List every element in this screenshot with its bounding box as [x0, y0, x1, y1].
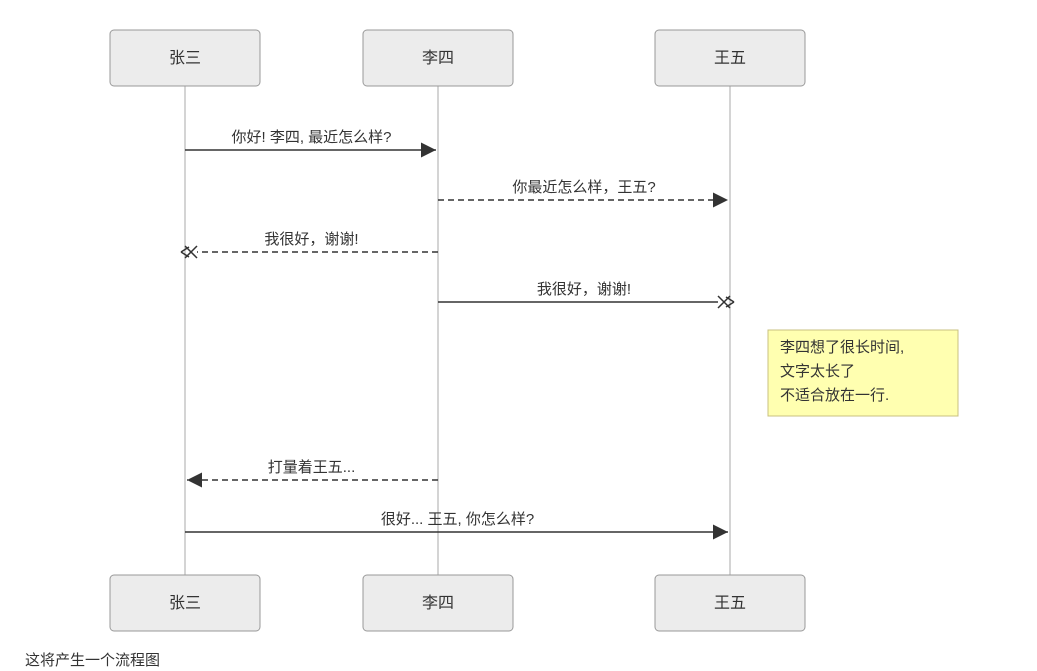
actor-label-zhangsan-bottom: 张三	[169, 594, 201, 612]
message-4: 打量着王五...	[187, 459, 438, 480]
note-0: 李四想了很长时间, 文字太长了不适合放在一行.	[768, 330, 958, 416]
message-text-0: 你好! 李四, 最近怎么样?	[231, 129, 391, 146]
message-2: 我很好，谢谢!	[181, 231, 438, 258]
message-text-5: 很好... 王五, 你怎么样?	[381, 511, 534, 528]
actor-label-wangwu-top: 王五	[714, 50, 746, 67]
actor-label-lisi-top: 李四	[422, 49, 454, 67]
note-line-0-1: 文字太长了	[780, 363, 855, 380]
note-line-0-0: 李四想了很长时间,	[780, 339, 904, 356]
caption: 这将产生一个流程图	[25, 652, 160, 669]
note-line-0-2: 不适合放在一行.	[780, 387, 889, 404]
sequence-diagram: 张三李四王五张三李四王五你好! 李四, 最近怎么样?你最近怎么样，王五?我很好，…	[0, 0, 1037, 671]
message-text-1: 你最近怎么样，王五?	[512, 179, 655, 196]
message-text-2: 我很好，谢谢!	[264, 231, 358, 248]
message-text-3: 我很好，谢谢!	[537, 281, 631, 298]
message-3: 我很好，谢谢!	[438, 281, 734, 308]
actor-label-zhangsan-top: 张三	[169, 49, 201, 67]
message-text-4: 打量着王五...	[268, 459, 356, 476]
actor-label-lisi-bottom: 李四	[422, 594, 454, 612]
message-0: 你好! 李四, 最近怎么样?	[185, 129, 436, 150]
message-1: 你最近怎么样，王五?	[438, 179, 728, 200]
message-5: 很好... 王五, 你怎么样?	[185, 511, 728, 532]
actor-label-wangwu-bottom: 王五	[714, 595, 746, 612]
